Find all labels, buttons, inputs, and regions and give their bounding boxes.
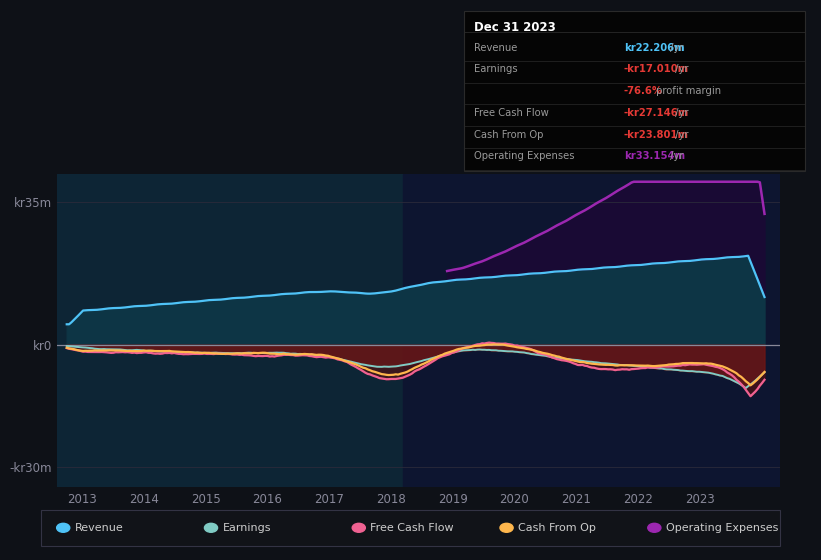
Text: -kr27.146m: -kr27.146m [624,108,689,118]
Text: /yr: /yr [667,151,683,161]
Text: Revenue: Revenue [75,523,123,533]
Text: -76.6%: -76.6% [624,86,663,96]
Text: Dec 31 2023: Dec 31 2023 [474,21,556,34]
Text: -kr23.801m: -kr23.801m [624,129,689,139]
Text: Operating Expenses: Operating Expenses [474,151,574,161]
Text: Earnings: Earnings [222,523,271,533]
Text: Operating Expenses: Operating Expenses [666,523,778,533]
Text: Cash From Op: Cash From Op [518,523,596,533]
Text: -kr17.010m: -kr17.010m [624,64,689,74]
Text: Cash From Op: Cash From Op [474,129,544,139]
Text: profit margin: profit margin [653,86,721,96]
Text: kr33.154m: kr33.154m [624,151,685,161]
Bar [57,174,403,487]
Text: Free Cash Flow: Free Cash Flow [474,108,548,118]
Text: /yr: /yr [672,108,688,118]
Text: kr22.206m: kr22.206m [624,43,685,53]
Text: Earnings: Earnings [474,64,517,74]
Text: /yr: /yr [667,43,683,53]
Bar [403,174,780,487]
Text: /yr: /yr [672,129,688,139]
Text: Free Cash Flow: Free Cash Flow [370,523,454,533]
Text: Revenue: Revenue [474,43,517,53]
Text: /yr: /yr [672,64,688,74]
